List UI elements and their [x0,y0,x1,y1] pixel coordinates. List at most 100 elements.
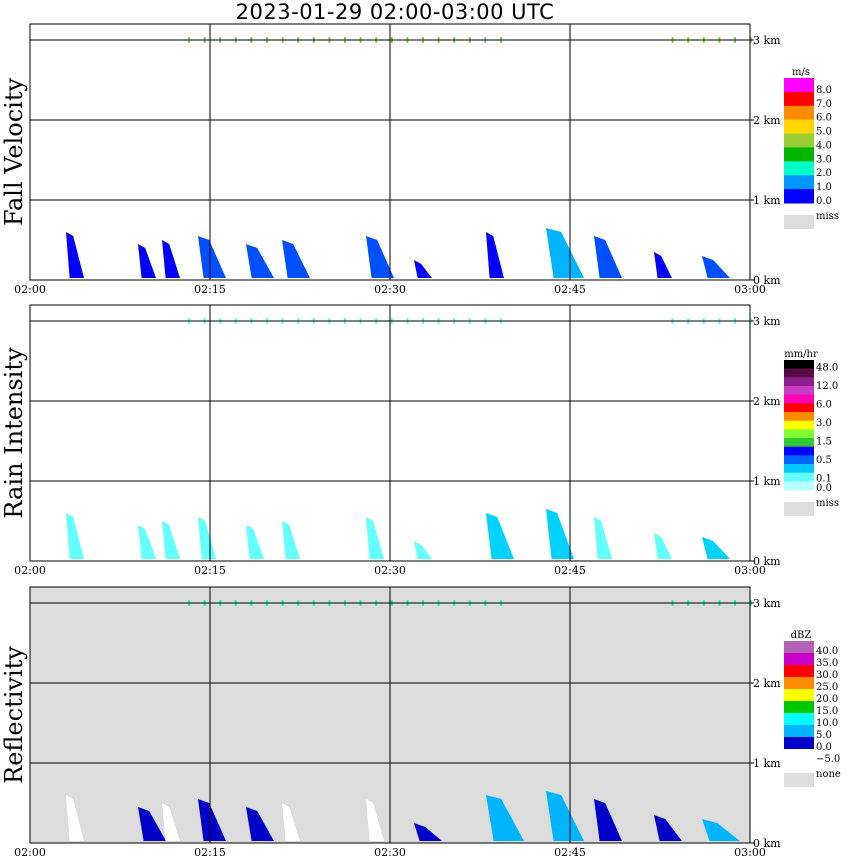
echo-blob [138,807,166,841]
legend-label: 6.0 [816,399,832,410]
echo-blob [546,509,574,559]
x-tick-label: 02:45 [554,846,586,859]
legend-swatch [784,446,814,456]
x-tick-label: 02:00 [14,283,46,296]
plot-frame [29,586,751,844]
legend-label: 3.0 [816,418,832,429]
legend-swatch [784,701,814,714]
y-tick-label: 0 km [753,555,781,568]
legend-swatch [784,749,814,762]
x-tick-label: 02:00 [14,846,46,859]
legend-label: 40.0 [816,646,838,657]
legend-swatch [784,360,814,370]
echo-blob [654,533,672,559]
legend-swatch [784,665,814,678]
legend-swatch [784,438,814,448]
echo-blob [198,517,216,559]
y-tick-label: 0 km [753,274,781,287]
y-tick-label: 3 km [753,597,781,610]
legend-label: 0.0 [816,196,832,207]
echo-blob [282,521,300,559]
legend: mm/hr 48.0 12.0 6.0 3.0 1.5 0.5 0.10.0 miss [784,349,839,516]
echo-blob [594,799,622,841]
legend-swatch [784,119,814,135]
echo-blob [138,525,156,559]
legend-label: 12.0 [816,381,838,392]
y-tick-label: 0 km [753,837,781,850]
x-tick-label: 02:15 [194,283,226,296]
y-axis-title: Rain Intensity [0,347,28,519]
echo-blob [66,513,84,559]
x-tick-label: 02:45 [554,283,586,296]
echo-blob [246,525,264,559]
legend-swatch [784,403,814,413]
echo-blob [66,232,84,278]
legend-miss-swatch [784,773,814,787]
y-tick-label: 1 km [753,475,781,488]
echo-blob [162,521,180,559]
legend-swatch [784,677,814,690]
legend-label: 35.0 [816,658,838,669]
echo-blob [246,807,274,841]
echo-blob [486,795,524,841]
x-tick-label: 02:30 [374,283,406,296]
legend-label: 30.0 [816,670,838,681]
echo-blob [246,244,274,278]
y-tick-label: 3 km [753,315,781,328]
echo-blob [162,240,180,278]
y-axis-title: Reflectivity [0,646,28,784]
legend-swatch [784,175,814,190]
legend-swatch [784,368,814,378]
y-axis-title: Fall Velocity [0,78,28,227]
legend-unit: mm/hr [784,349,818,360]
legend-label: 5.0 [816,127,832,138]
legend-swatch [784,689,814,702]
legend-label: 0.0 [816,742,832,753]
legend-swatch [784,189,814,204]
legend-swatch [784,161,814,176]
echo-blob [702,256,730,278]
echo-blob [414,823,442,841]
legend-swatch [784,78,814,93]
x-tick-label: 02:15 [194,846,226,859]
legend-label: 0.0 [816,483,832,494]
legend-swatch [784,713,814,726]
legend-swatch [784,464,814,474]
legend-swatch [784,472,814,482]
x-tick-label: 03:00 [734,564,766,577]
legend-label: 0.5 [816,455,832,466]
legend-label: 25.0 [816,682,838,693]
x-tick-label: 03:00 [734,846,766,859]
legend-swatch [784,455,814,465]
echo-blob [594,236,622,278]
y-tick-label: 1 km [753,757,781,770]
x-tick-label: 02:30 [374,846,406,859]
legend-label: 7.0 [816,99,832,110]
legend-swatch [784,394,814,404]
echo-blob [366,236,394,278]
legend-label: 5.0 [816,730,832,741]
echo-blob [162,803,180,841]
x-tick-label: 02:15 [194,564,226,577]
y-tick-label: 2 km [753,677,781,690]
panel-3: 0 km 1 km 2 km 3 km 02:00 02:15 02:30 02:45 03:0… [0,586,841,859]
y-tick-label: 3 km [753,34,781,47]
legend-miss-label: miss [816,211,839,222]
legend: dBZ 40.035.030.025.020.015.010.05.00.0−5.… [784,630,841,787]
legend-swatch [784,386,814,396]
y-tick-label: 1 km [753,194,781,207]
legend-label: 48.0 [816,362,838,373]
legend-label: 10.0 [816,718,838,729]
legend-swatch [784,147,814,162]
legend-swatch [784,737,814,750]
legend-swatch [784,412,814,422]
legend-label: 4.0 [816,140,832,151]
legend-swatch [784,420,814,430]
echo-blob [414,260,432,278]
panel-2: 0 km 1 km 2 km 3 km 02:00 02:15 02:30 02:45 03:0… [0,304,839,577]
legend-miss-label: miss [816,498,839,509]
legend-swatch [784,377,814,387]
echo-blob [546,791,584,841]
legend-swatch [784,105,814,121]
legend-unit: m/s [792,67,810,78]
